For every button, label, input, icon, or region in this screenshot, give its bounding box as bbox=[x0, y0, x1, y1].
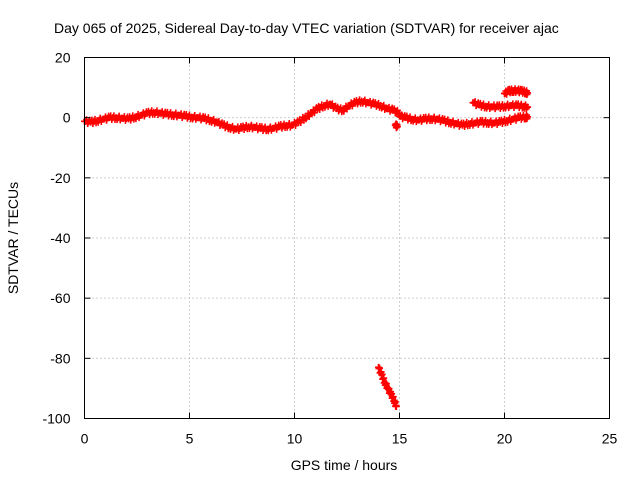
data-point bbox=[392, 402, 400, 410]
y-tick-label: 20 bbox=[55, 50, 71, 66]
y-tick-label: -20 bbox=[50, 170, 70, 186]
y-axis-title: SDTVAR / TECUs bbox=[5, 182, 21, 294]
x-tick-label: 25 bbox=[602, 431, 618, 447]
x-tick-label: 10 bbox=[287, 431, 303, 447]
y-tick-labels: 20 0 -20 -40 -60 -80 -100 bbox=[42, 50, 70, 427]
data-point bbox=[524, 103, 532, 111]
data-points bbox=[81, 85, 532, 410]
data-point bbox=[393, 123, 401, 131]
y-tick-label: -40 bbox=[50, 230, 70, 246]
y-tick-label: -100 bbox=[42, 411, 70, 427]
x-axis-title: GPS time / hours bbox=[291, 457, 398, 473]
axis-ticks bbox=[84, 57, 610, 419]
x-tick-label: 0 bbox=[81, 431, 89, 447]
x-tick-label: 5 bbox=[186, 431, 194, 447]
x-tick-labels: 0 5 10 15 20 25 bbox=[81, 431, 618, 447]
y-tick-label: -80 bbox=[50, 350, 70, 366]
y-tick-label: 0 bbox=[63, 110, 71, 126]
x-tick-label: 20 bbox=[497, 431, 513, 447]
data-point bbox=[524, 89, 532, 97]
y-tick-label: -60 bbox=[50, 290, 70, 306]
chart-title: Day 065 of 2025, Sidereal Day-to-day VTE… bbox=[54, 20, 559, 36]
x-tick-label: 15 bbox=[392, 431, 408, 447]
data-point bbox=[524, 113, 532, 121]
